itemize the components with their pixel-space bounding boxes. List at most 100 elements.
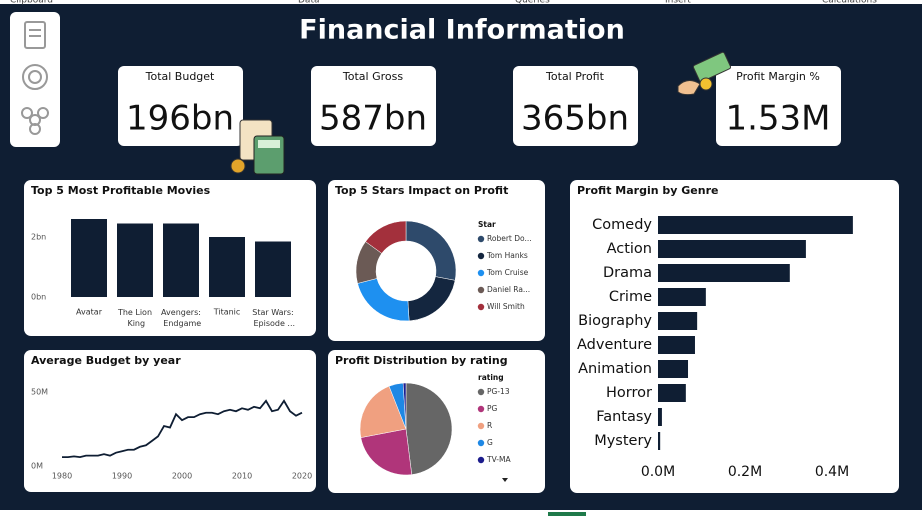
x-tick-label: 0.4M bbox=[815, 464, 849, 480]
kpi-label: Total Budget bbox=[145, 70, 215, 83]
kpi-card bbox=[513, 66, 638, 146]
chart-title: Average Budget by year bbox=[31, 354, 181, 367]
ribbon-label: Insert bbox=[665, 0, 691, 6]
bar bbox=[658, 240, 806, 258]
ribbon-label: Calculations bbox=[822, 0, 877, 6]
chart-title: Profit Margin by Genre bbox=[577, 184, 718, 197]
y-tick-label: Horror bbox=[606, 385, 652, 401]
legend-swatch bbox=[477, 303, 485, 311]
y-tick-label: Comedy bbox=[592, 217, 652, 233]
x-tick-label: 0.2M bbox=[728, 464, 762, 480]
slice bbox=[402, 382, 407, 430]
legend-label: G bbox=[487, 438, 493, 447]
x-tick-label: 2020 bbox=[292, 472, 312, 481]
x-tick-label: Star Wars: Episode ... bbox=[251, 308, 295, 328]
x-tick-label: 2000 bbox=[172, 472, 192, 481]
legend-label: R bbox=[487, 421, 492, 430]
bar bbox=[658, 288, 706, 306]
kpi-label: Total Profit bbox=[545, 70, 605, 83]
kpi-value: 587bn bbox=[319, 99, 427, 139]
y-tick-label: 2bn bbox=[31, 233, 46, 242]
line bbox=[62, 399, 303, 459]
y-tick-label: Adventure bbox=[577, 337, 652, 353]
x-tick-label: Avatar bbox=[76, 308, 103, 317]
legend-swatch bbox=[477, 388, 485, 396]
legend-label: Will Smith bbox=[487, 302, 525, 311]
calculator-icon bbox=[230, 119, 285, 175]
x-tick-label: 2010 bbox=[232, 472, 252, 481]
legend-label: Robert Do... bbox=[487, 234, 532, 243]
legend-swatch bbox=[477, 405, 485, 413]
y-tick-label: 50M bbox=[31, 388, 48, 397]
ribbon-label: Data bbox=[298, 0, 320, 6]
ribbon-label: Queries bbox=[515, 0, 550, 6]
bar bbox=[658, 336, 695, 354]
kpi-value: 365bn bbox=[521, 99, 629, 139]
x-tick-label: 1980 bbox=[52, 472, 72, 481]
sidebar bbox=[10, 12, 60, 147]
slice bbox=[365, 220, 407, 254]
legend-title: Star bbox=[478, 220, 496, 229]
bar bbox=[658, 312, 698, 330]
slice bbox=[405, 382, 453, 475]
bar bbox=[658, 408, 662, 426]
kpi-label: Total Gross bbox=[342, 70, 403, 83]
chart-title: Top 5 Stars Impact on Profit bbox=[335, 184, 508, 197]
legend-swatch bbox=[477, 286, 485, 294]
x-tick-label: 1990 bbox=[112, 472, 132, 481]
chart-title: Profit Distribution by rating bbox=[335, 354, 508, 367]
bar bbox=[71, 219, 107, 297]
legend-scroll-arrow bbox=[502, 478, 508, 482]
y-tick-label: Drama bbox=[603, 265, 652, 281]
sheet-tab bbox=[548, 512, 586, 516]
slice bbox=[360, 428, 413, 476]
bar bbox=[117, 223, 153, 297]
y-tick-label: 0M bbox=[31, 462, 43, 471]
slice bbox=[359, 385, 407, 438]
bar bbox=[658, 384, 686, 402]
y-tick-label: 0bn bbox=[31, 293, 46, 302]
bar bbox=[658, 216, 853, 234]
y-tick-label: Biography bbox=[578, 313, 652, 329]
x-tick-label: The Lion King bbox=[117, 308, 152, 328]
legend-swatch bbox=[477, 422, 485, 430]
bar bbox=[658, 264, 790, 282]
money-hand-icon bbox=[677, 51, 732, 96]
legend-swatch bbox=[477, 252, 485, 260]
kpi-label: Profit Margin % bbox=[736, 70, 820, 83]
y-tick-label: Animation bbox=[578, 361, 652, 377]
bar bbox=[163, 223, 199, 297]
legend-swatch bbox=[477, 269, 485, 277]
legend-label: Daniel Ra... bbox=[487, 285, 530, 294]
legend-swatch bbox=[477, 235, 485, 243]
dashboard-title: Financial Information bbox=[299, 15, 625, 46]
y-tick-label: Fantasy bbox=[596, 409, 652, 425]
x-tick-label: Avengers: Endgame bbox=[161, 308, 202, 328]
bar bbox=[658, 360, 689, 378]
legend-label: Tom Cruise bbox=[486, 268, 529, 277]
legend-title: rating bbox=[478, 373, 504, 382]
y-tick-label: Mystery bbox=[594, 433, 652, 449]
x-tick-label: 0.0M bbox=[641, 464, 675, 480]
legend-label: PG bbox=[487, 404, 498, 413]
y-tick-label: Action bbox=[607, 241, 652, 257]
legend-label: Tom Hanks bbox=[486, 251, 528, 260]
kpi-value: 196bn bbox=[126, 99, 234, 139]
sidebar-icons bbox=[21, 21, 49, 135]
ribbon-label: Clipboard bbox=[10, 0, 53, 6]
legend-label: TV-MA bbox=[486, 455, 511, 464]
kpi-card bbox=[118, 66, 243, 146]
bar bbox=[255, 241, 291, 297]
legend-swatch bbox=[477, 439, 485, 447]
kpi-card bbox=[716, 66, 841, 146]
x-tick-label: Titanic bbox=[213, 308, 241, 317]
chart-title: Top 5 Most Profitable Movies bbox=[31, 184, 211, 197]
y-tick-label: Crime bbox=[609, 289, 652, 305]
bottom-strip bbox=[0, 510, 922, 516]
bar bbox=[658, 432, 661, 450]
legend-label: PG-13 bbox=[487, 387, 510, 396]
bar bbox=[209, 237, 245, 297]
kpi-card bbox=[311, 66, 436, 146]
